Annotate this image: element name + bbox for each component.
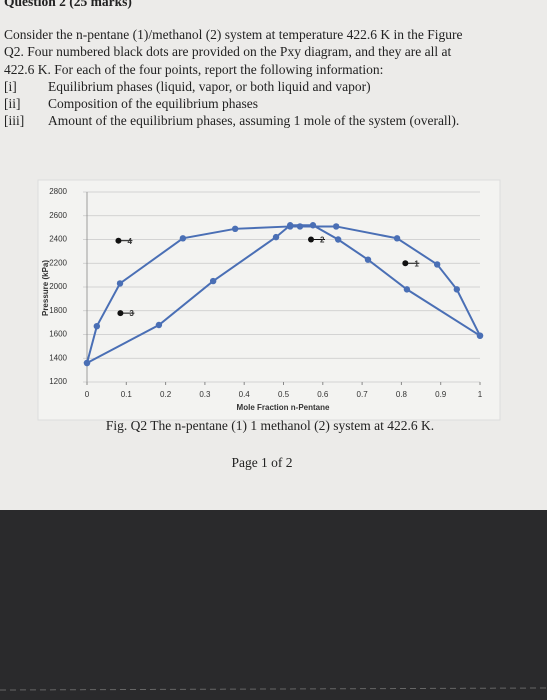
para-line: Consider the n-pentane (1)/methanol (2) …: [4, 27, 463, 42]
x-tick-label: 0.6: [317, 390, 329, 399]
vertex: [334, 236, 342, 243]
item-text: Amount of the equilibrium phases, assumi…: [48, 113, 459, 128]
item-text: Equilibrium phases (liquid, vapor, or bo…: [48, 79, 371, 94]
edge: [0, 687, 547, 691]
vertex: [403, 286, 411, 293]
vertex: [231, 225, 239, 233]
curve: [86, 224, 481, 364]
heading: Question 2 (25 marks): [4, 0, 132, 9]
vertex: [309, 222, 317, 229]
item-marker: [i]: [4, 79, 17, 94]
para-line: Q2. Four numbered black dots are provide…: [4, 44, 451, 59]
y-tick-label: 1600: [49, 330, 67, 339]
x-tick-label: 0.9: [435, 390, 447, 399]
y-tick-label: 1800: [49, 306, 67, 315]
vertex: [155, 321, 163, 329]
footer: Page 1 of 2: [231, 455, 292, 470]
x-tick-label: 0.8: [396, 390, 408, 399]
item-marker: [iii]: [4, 113, 24, 128]
vertex: [93, 322, 101, 330]
vertex: [332, 223, 340, 230]
x-tick-label: 0.5: [278, 390, 290, 399]
vertex: [286, 222, 294, 229]
point-label: 4: [127, 237, 132, 246]
para-line: 422.6 K. For each of the four points, re…: [4, 62, 383, 77]
item-text: Composition of the equilibrium phases: [48, 96, 258, 111]
y-tick-label: 1400: [49, 353, 67, 362]
y-tick-label: 2200: [49, 258, 67, 267]
y-tick-label: 2400: [49, 235, 67, 244]
caption: Fig. Q2 The n-pentane (1) 1 methanol (2)…: [106, 418, 434, 433]
vertex: [296, 223, 304, 230]
y-tick-label: 2800: [49, 187, 67, 196]
x-tick-label: 0.3: [199, 390, 211, 399]
x-tick-label: 1: [478, 390, 483, 399]
vertex: [433, 261, 441, 268]
y-tick-label: 1200: [49, 377, 67, 386]
vertex: [116, 280, 124, 287]
curve: [86, 225, 481, 364]
vertex: [272, 233, 280, 241]
x-tick-label: 0.4: [239, 390, 251, 399]
x-tick-label: 0: [85, 390, 90, 399]
y-tick-label: 2000: [49, 282, 67, 291]
x-axis-label: Mole Fraction n-Pentane: [237, 403, 330, 412]
x-tick-label: 0.7: [357, 390, 369, 399]
x-tick-label: 0.1: [121, 390, 133, 399]
y-tick-label: 2600: [49, 211, 67, 220]
vertex: [476, 332, 484, 339]
point-label: 3: [129, 309, 134, 318]
vertex: [209, 277, 217, 285]
vertex: [393, 235, 401, 242]
y-axis-label: Pressure (kPa): [41, 260, 50, 316]
vertex: [179, 235, 187, 242]
point-label: 2: [320, 236, 325, 245]
vertex: [364, 256, 372, 263]
vertex: [83, 359, 91, 367]
x-tick-label: 0.2: [160, 390, 172, 399]
desk: [0, 510, 547, 700]
item-marker: [ii]: [4, 96, 21, 111]
point-label: 1: [414, 259, 419, 268]
vertex: [453, 286, 461, 293]
